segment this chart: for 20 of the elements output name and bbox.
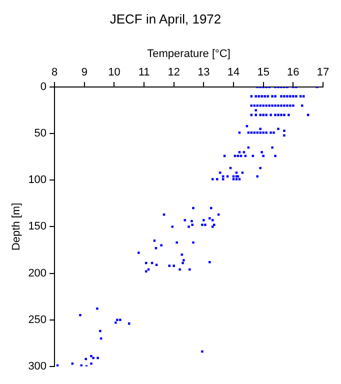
- y-axis-title: Depth [m]: [10, 202, 23, 251]
- y-tick-label: 250: [28, 314, 47, 326]
- y-tick-label: 100: [28, 174, 47, 186]
- x-axis-title: Temperature [°C]: [147, 48, 230, 60]
- x-tick-label: 15: [257, 66, 270, 78]
- x-tick-label: 11: [138, 66, 150, 78]
- x-tick-label: 9: [81, 66, 88, 78]
- x-tick-label: 12: [168, 66, 180, 78]
- y-tick-label: 0: [40, 81, 47, 94]
- y-tick-label: 50: [34, 128, 47, 140]
- chart-title: JECF in April, 1972: [110, 11, 222, 26]
- y-tick-label: 200: [28, 267, 47, 280]
- x-tick-label: 13: [198, 66, 210, 78]
- x-tick-label: 8: [51, 66, 58, 78]
- y-tick-label: 150: [28, 220, 47, 233]
- x-tick-label: 14: [227, 66, 240, 78]
- x-tick-label: 16: [287, 66, 300, 78]
- x-tick-label: 17: [316, 66, 330, 78]
- x-tick-label: 10: [108, 66, 120, 78]
- y-tick-label: 300: [28, 360, 47, 372]
